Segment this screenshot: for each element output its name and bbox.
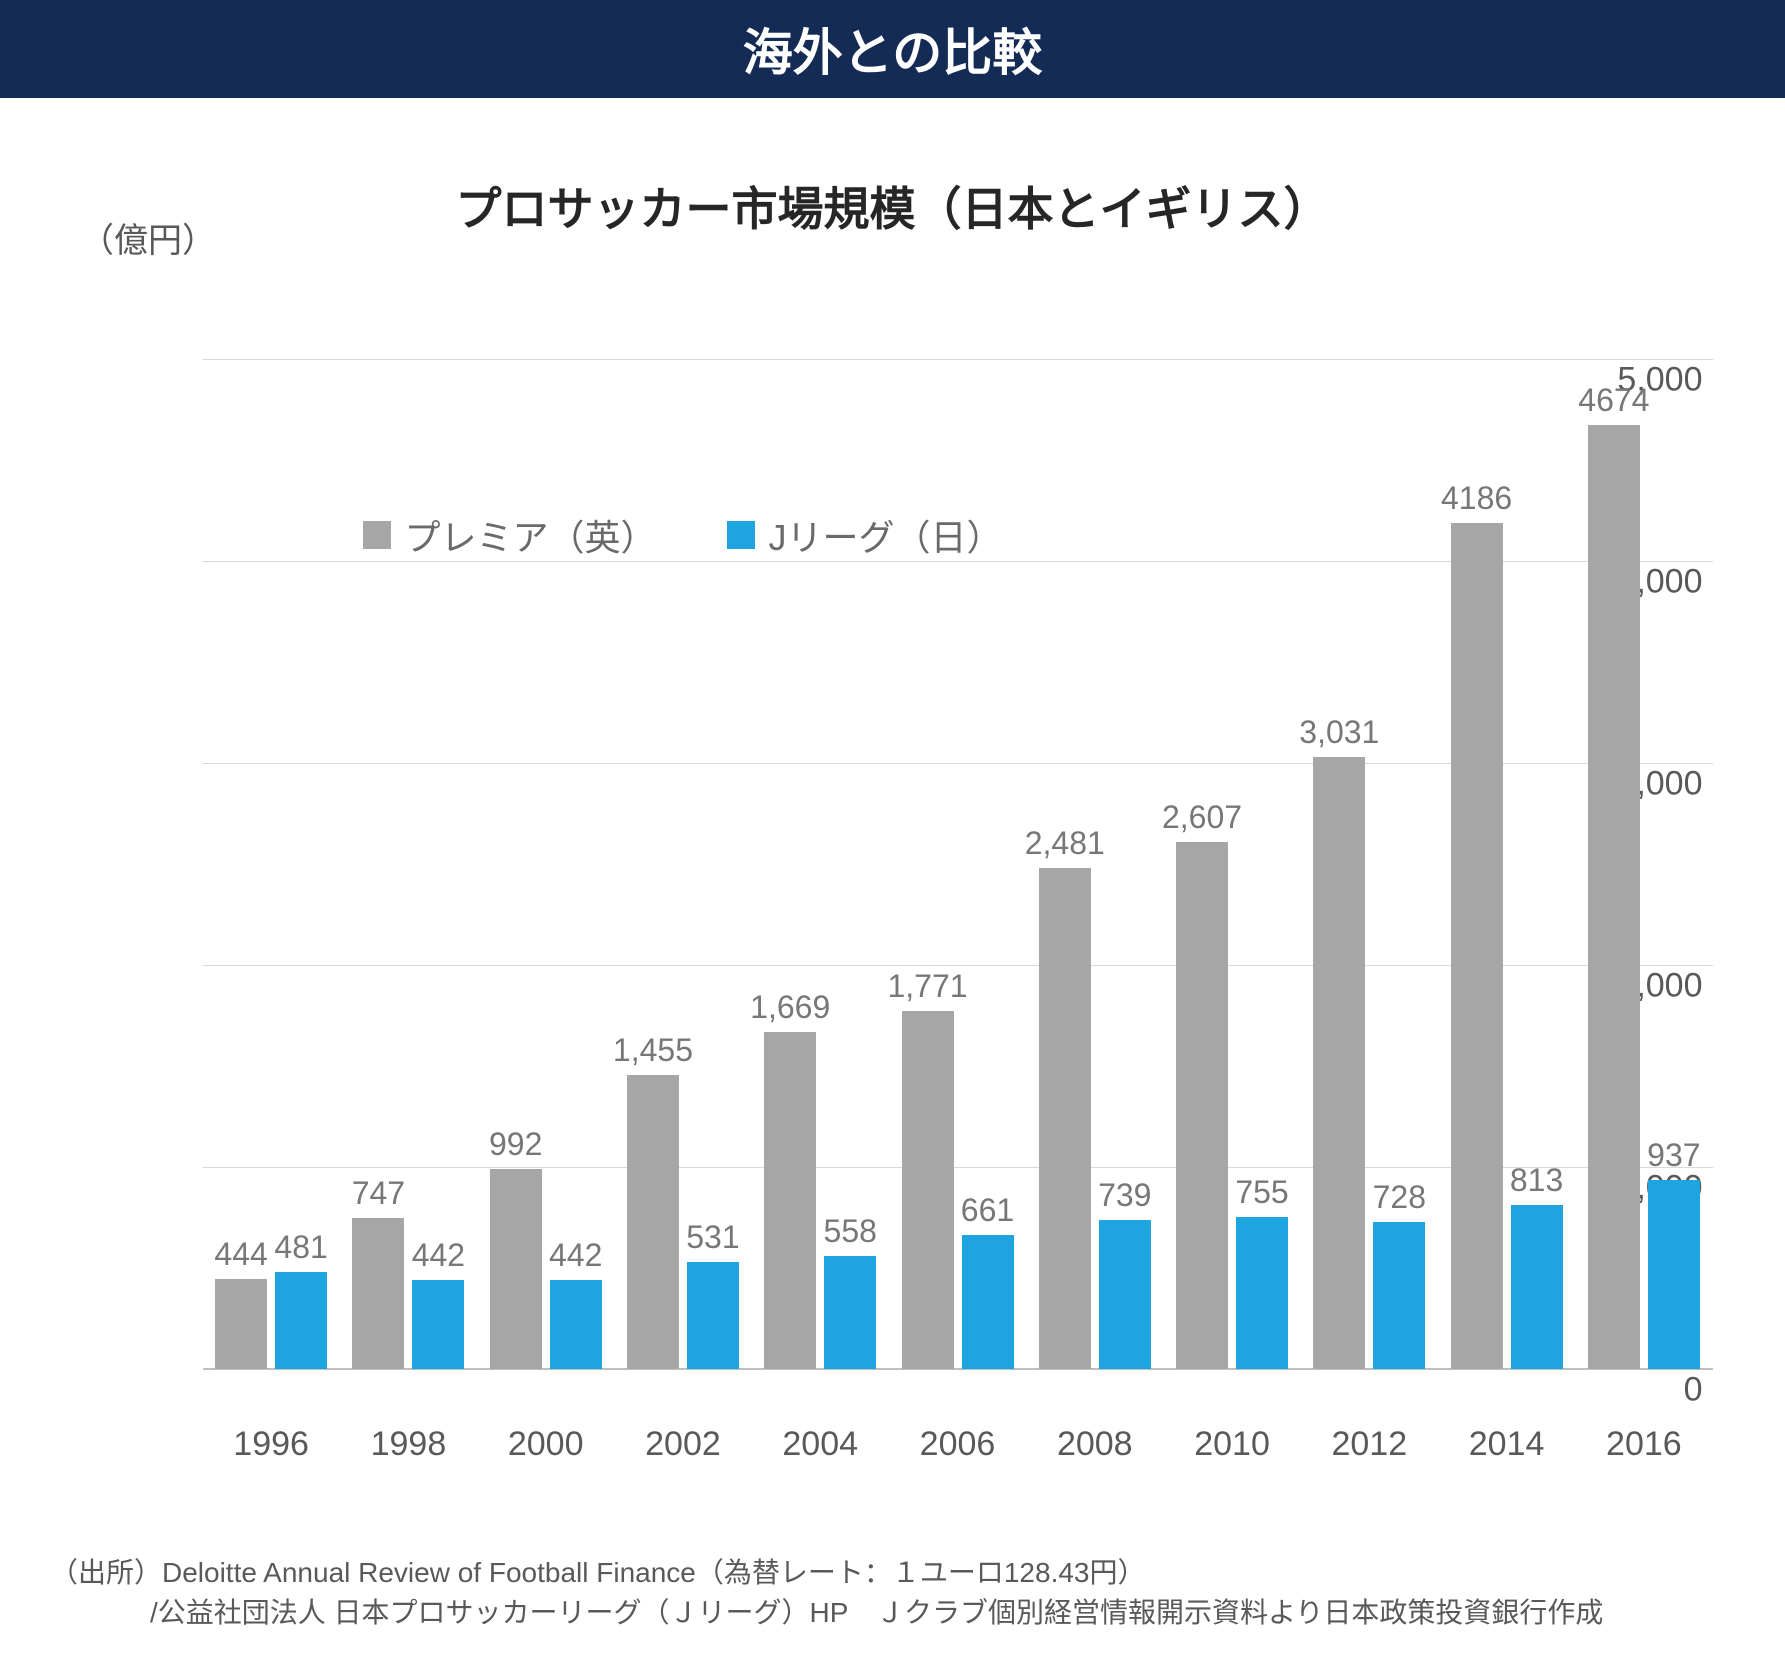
bar-jleague: 661 xyxy=(962,1235,1014,1369)
bar-value-label: 661 xyxy=(961,1192,1014,1229)
source-footer: （出所）Deloitte Annual Review of Football F… xyxy=(50,1551,1603,1631)
bar-premier: 2,607 xyxy=(1176,842,1228,1369)
bar-premier: 4186 xyxy=(1451,523,1503,1369)
bar-group: 1,455531 xyxy=(627,1075,739,1369)
x-tick-label: 2006 xyxy=(920,1425,996,1464)
bar-premier: 1,771 xyxy=(902,1011,954,1369)
bar-jleague: 558 xyxy=(824,1256,876,1369)
bar-jleague: 442 xyxy=(412,1280,464,1369)
bar-value-label: 813 xyxy=(1510,1162,1563,1199)
legend-swatch xyxy=(363,521,391,549)
x-tick-label: 2000 xyxy=(508,1425,584,1464)
bar-value-label: 481 xyxy=(274,1229,327,1266)
bar-jleague: 531 xyxy=(687,1262,739,1369)
bar-value-label: 442 xyxy=(549,1237,602,1274)
bar-jleague: 481 xyxy=(275,1272,327,1369)
bar-group: 444481 xyxy=(215,1272,327,1369)
legend-item: Jリーグ（日） xyxy=(727,509,1003,561)
bar-value-label: 992 xyxy=(489,1126,542,1163)
bar-group: 992442 xyxy=(490,1169,602,1369)
bar-group: 4186813 xyxy=(1451,523,1563,1369)
footer-line-2: /公益社団法人 日本プロサッカーリーグ（Ｊリーグ）HP Ｊクラブ個別経営情報開示… xyxy=(50,1591,1603,1631)
bar-value-label: 755 xyxy=(1235,1174,1288,1211)
bar-value-label: 739 xyxy=(1098,1177,1151,1214)
legend-swatch xyxy=(727,521,755,549)
bar-value-label: 4186 xyxy=(1441,480,1512,517)
x-tick-label: 2008 xyxy=(1057,1425,1133,1464)
plot-area: 01,0002,0003,0004,0005,000プレミア（英）Jリーグ（日）… xyxy=(73,359,1713,1369)
x-tick-label: 2014 xyxy=(1469,1425,1545,1464)
x-tick-label: 1996 xyxy=(233,1425,309,1464)
bar-value-label: 1,771 xyxy=(887,968,967,1005)
bar-group: 4674937 xyxy=(1588,425,1700,1369)
bar-value-label: 4674 xyxy=(1578,382,1649,419)
x-tick-label: 2004 xyxy=(782,1425,858,1464)
bar-premier: 992 xyxy=(490,1169,542,1369)
bar-value-label: 531 xyxy=(686,1219,739,1256)
bar-jleague: 937 xyxy=(1648,1180,1700,1369)
bar-value-label: 728 xyxy=(1373,1179,1426,1216)
bar-premier: 444 xyxy=(215,1279,267,1369)
x-tick-label: 2010 xyxy=(1194,1425,1270,1464)
y-axis-unit-label: （億円） xyxy=(80,213,216,262)
bar-value-label: 3,031 xyxy=(1299,714,1379,751)
x-tick-label: 2002 xyxy=(645,1425,721,1464)
header-bar: 海外との比較 xyxy=(0,0,1785,98)
bar-value-label: 1,669 xyxy=(750,989,830,1026)
bar-jleague: 728 xyxy=(1373,1222,1425,1369)
bar-jleague: 739 xyxy=(1099,1220,1151,1369)
footer-line-1: （出所）Deloitte Annual Review of Football F… xyxy=(50,1551,1603,1591)
bar-value-label: 558 xyxy=(824,1213,877,1250)
x-tick-label: 2012 xyxy=(1331,1425,1407,1464)
bar-jleague: 755 xyxy=(1236,1217,1288,1370)
bar-group: 3,031728 xyxy=(1313,757,1425,1369)
chart-title: プロサッカー市場規模（日本とイギリス） xyxy=(60,173,1725,239)
legend-item: プレミア（英） xyxy=(363,509,657,561)
bar-premier: 1,455 xyxy=(627,1075,679,1369)
bar-premier: 2,481 xyxy=(1039,868,1091,1369)
bar-value-label: 442 xyxy=(412,1237,465,1274)
bar-jleague: 442 xyxy=(550,1280,602,1369)
bar-value-label: 747 xyxy=(352,1175,405,1212)
legend: プレミア（英） Jリーグ（日） xyxy=(363,509,1003,561)
bar-value-label: 2,481 xyxy=(1025,825,1105,862)
bars-layer: プレミア（英）Jリーグ（日）4444817474429924421,455531… xyxy=(203,359,1713,1369)
header-title: 海外との比較 xyxy=(743,13,1043,85)
bar-value-label: 937 xyxy=(1647,1137,1700,1174)
y-tick-label: 0 xyxy=(1593,1371,1703,1410)
bar-premier: 1,669 xyxy=(764,1032,816,1369)
bar-group: 1,771661 xyxy=(902,1011,1014,1369)
bar-premier: 747 xyxy=(352,1218,404,1369)
bar-value-label: 1,455 xyxy=(613,1032,693,1069)
page: 海外との比較 （億円） プロサッカー市場規模（日本とイギリス） 01,0002,… xyxy=(0,0,1785,1671)
legend-label: Jリーグ（日） xyxy=(769,509,1003,561)
bar-premier: 4674 xyxy=(1588,425,1640,1369)
bar-premier: 3,031 xyxy=(1313,757,1365,1369)
bar-group: 747442 xyxy=(352,1218,464,1369)
x-tick-label: 2016 xyxy=(1606,1425,1682,1464)
bar-value-label: 2,607 xyxy=(1162,799,1242,836)
bar-group: 2,481739 xyxy=(1039,868,1151,1369)
bar-jleague: 813 xyxy=(1511,1205,1563,1369)
legend-label: プレミア（英） xyxy=(405,509,657,561)
bar-value-label: 444 xyxy=(214,1236,267,1273)
bar-group: 2,607755 xyxy=(1176,842,1288,1369)
bar-group: 1,669558 xyxy=(764,1032,876,1369)
chart-container: （億円） プロサッカー市場規模（日本とイギリス） 01,0002,0003,00… xyxy=(0,98,1785,1369)
x-tick-label: 1998 xyxy=(371,1425,447,1464)
